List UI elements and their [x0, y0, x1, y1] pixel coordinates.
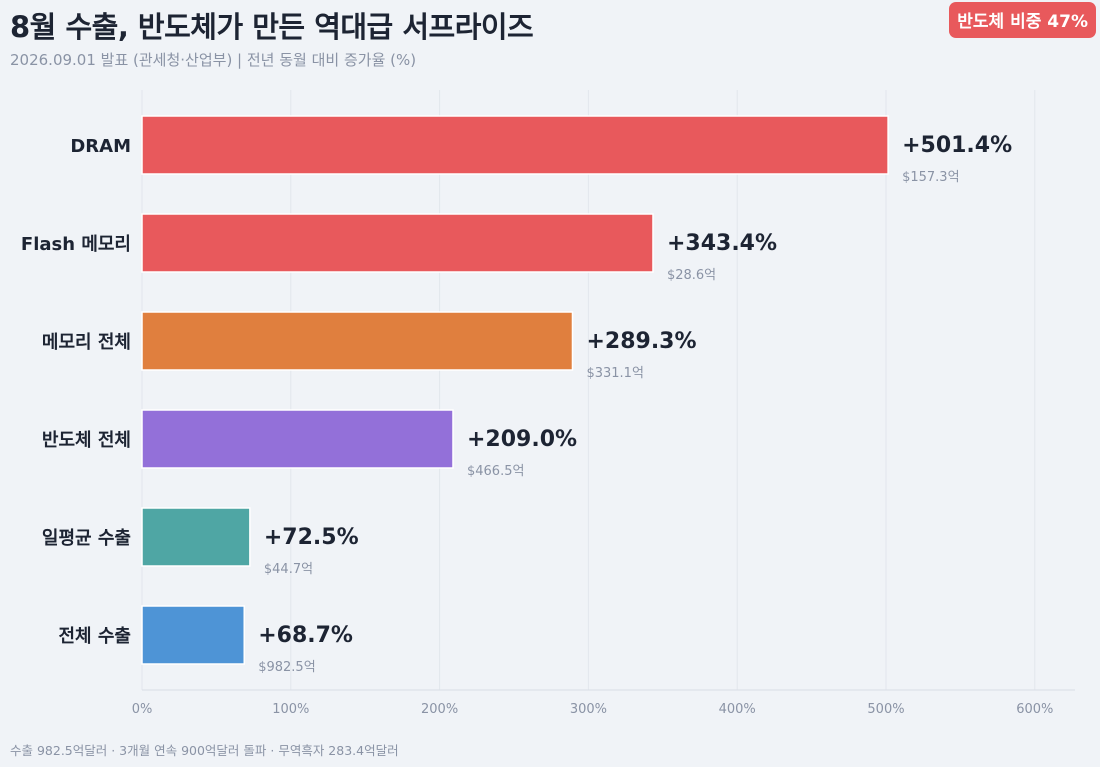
bar [141, 409, 454, 469]
category-label: Flash 메모리 [21, 234, 131, 255]
category-label: 전체 수출 [58, 626, 131, 647]
x-tick-label: 200% [421, 702, 458, 717]
x-tick-label: 100% [272, 702, 309, 717]
value-label: +289.3% [586, 329, 696, 354]
value-label: +343.4% [667, 231, 777, 256]
chart-title: 8월 수출, 반도체가 만든 역대급 서프라이즈 [10, 10, 534, 44]
value-label: +72.5% [264, 525, 359, 550]
footer-note: 수출 982.5억달러 · 3개월 연속 900억달러 돌파 · 무역흑자 28… [10, 743, 399, 758]
amount-label: $44.7억 [264, 562, 313, 577]
x-tick-label: 500% [867, 702, 904, 717]
share-badge: 반도체 비중 47% [949, 2, 1096, 38]
category-label: 반도체 전체 [42, 430, 131, 451]
x-tick-label: 0% [132, 702, 153, 717]
category-label: DRAM [70, 136, 131, 157]
x-tick-label: 600% [1016, 702, 1053, 717]
amount-label: $466.5억 [467, 464, 524, 479]
amount-label: $331.1억 [586, 366, 643, 381]
category-label: 일평균 수출 [42, 528, 131, 549]
bar [141, 507, 251, 567]
value-label: +68.7% [258, 623, 353, 648]
x-tick-label: 300% [570, 702, 607, 717]
amount-label: $28.6억 [667, 268, 716, 283]
amount-label: $157.3억 [902, 170, 959, 185]
bar [141, 213, 654, 273]
amount-label: $982.5억 [258, 660, 315, 675]
value-label: +501.4% [902, 133, 1012, 158]
x-tick-label: 400% [719, 702, 756, 717]
bar [141, 311, 574, 371]
category-label: 메모리 전체 [42, 332, 131, 353]
bar [141, 115, 889, 175]
value-label: +209.0% [467, 427, 577, 452]
chart-subtitle: 2026.09.01 발표 (관세청·산업부) | 전년 동월 대비 증가율 (… [10, 51, 417, 69]
bar [141, 605, 245, 665]
